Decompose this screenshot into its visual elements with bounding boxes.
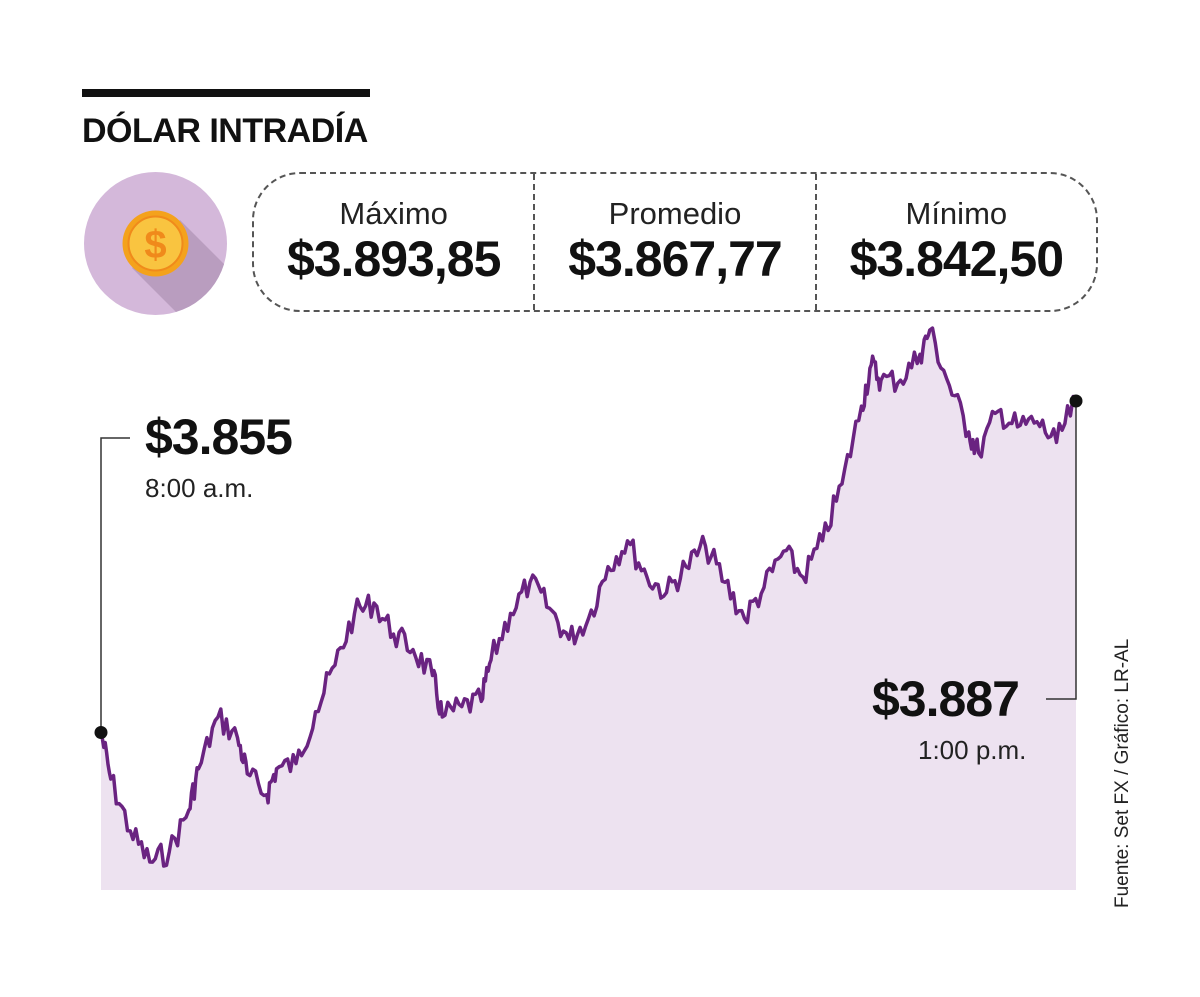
stat-avg-label: Promedio — [608, 196, 742, 231]
stat-min-value: $3.842,50 — [849, 231, 1064, 287]
start-value: $3.855 — [145, 409, 293, 465]
end-leader-line — [1046, 401, 1077, 700]
chart-title: DÓLAR INTRADÍA — [82, 112, 368, 150]
svg-text:$: $ — [144, 223, 166, 267]
stat-min: Mínimo $3.842,50 — [814, 174, 1096, 310]
end-time: 1:00 p.m. — [918, 735, 1027, 765]
stat-max-label: Máximo — [339, 196, 448, 231]
stat-avg: Promedio $3.867,77 — [533, 174, 814, 310]
dollar-coin-icon: $ — [84, 172, 227, 315]
start-time: 8:00 a.m. — [145, 473, 254, 503]
price-line — [99, 326, 1078, 868]
stat-max: Máximo $3.893,85 — [254, 174, 533, 310]
stat-avg-value: $3.867,77 — [568, 231, 782, 287]
end-point — [1069, 394, 1083, 408]
title-rule — [82, 89, 370, 97]
start-leader-line — [100, 437, 130, 733]
end-value: $3.887 — [872, 671, 1020, 727]
source-note: Fuente: Set FX / Gráfico: LR-AL — [1112, 638, 1133, 908]
stat-max-value: $3.893,85 — [286, 231, 501, 287]
stats-box: Máximo $3.893,85 Promedio $3.867,77 Míni… — [252, 172, 1098, 312]
price-area — [101, 328, 1076, 891]
stat-min-label: Mínimo — [905, 196, 1008, 231]
start-point — [94, 725, 108, 739]
